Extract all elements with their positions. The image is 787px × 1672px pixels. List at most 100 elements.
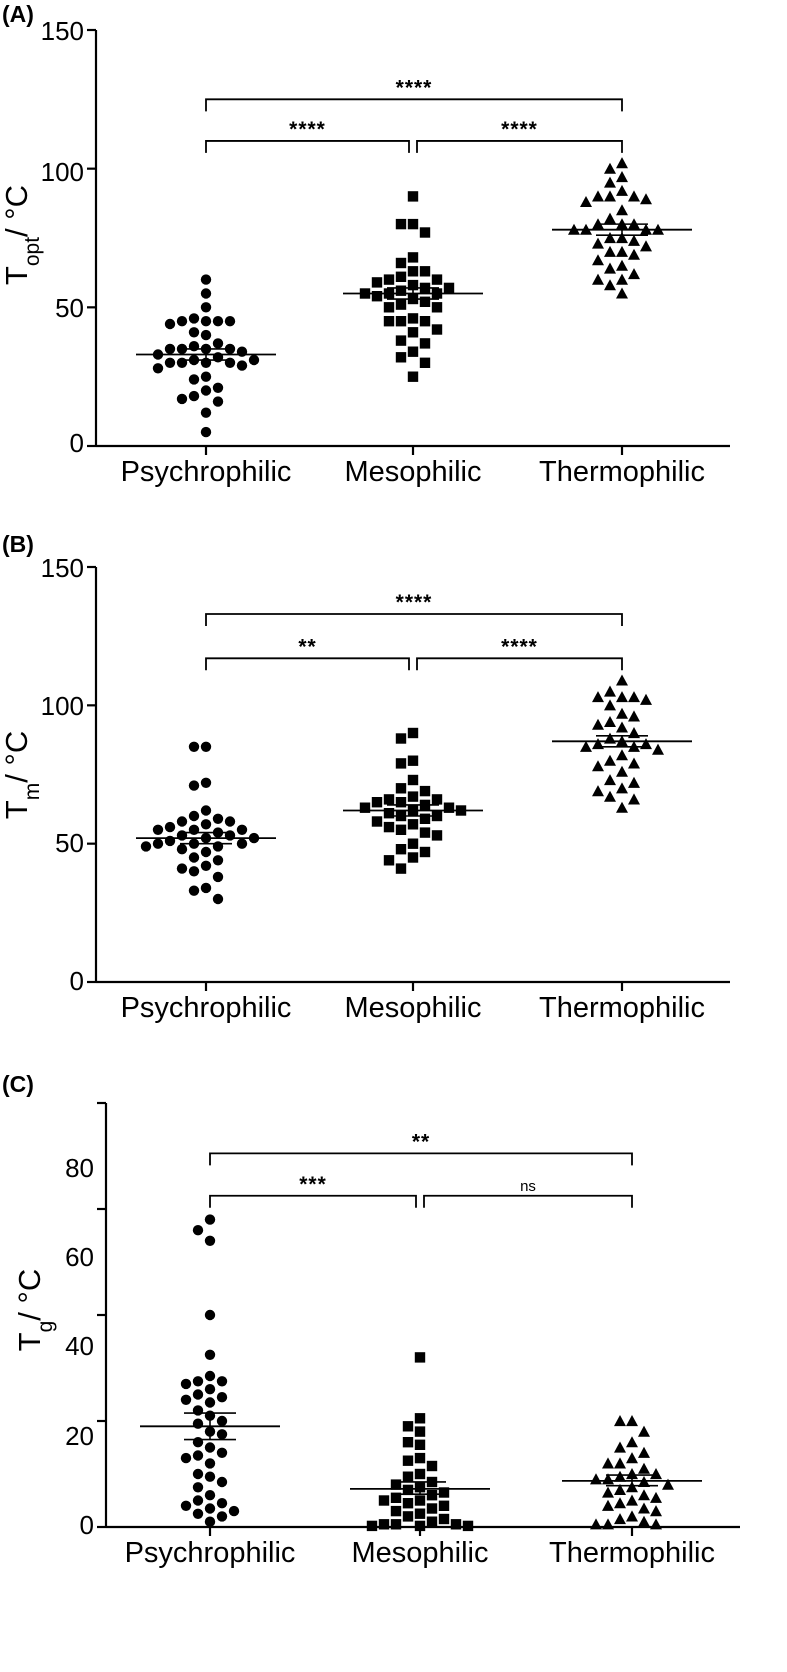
panel-c-circle-point — [216, 1498, 228, 1509]
panel-b-square-point — [395, 783, 407, 794]
panel-c-circle-point — [192, 1495, 204, 1506]
panel-a-x-category-label: Thermophilic — [539, 456, 705, 488]
panel-c-circle-point — [204, 1370, 216, 1382]
panel-b-triangle-point — [628, 757, 640, 769]
panel-a-square-point — [419, 316, 431, 327]
panel-b-x-category-label: Thermophilic — [539, 992, 705, 1024]
panel-b-triangle-point — [640, 693, 652, 705]
panel-a-circle-point — [164, 318, 176, 330]
panel-b-square-point — [419, 846, 431, 858]
panel-a-square-point — [419, 296, 431, 307]
panel-a-circle-point — [212, 338, 224, 349]
panel-a-triangle-point — [604, 212, 616, 224]
panel-a-circle-point — [188, 390, 200, 402]
panel-c-circle-point — [204, 1490, 216, 1501]
panel-c-square-point — [402, 1511, 414, 1522]
panel-c-circle-point — [216, 1476, 228, 1488]
panel-c-triangle-point — [626, 1510, 638, 1522]
panel-c-x-category-label: Thermophilic — [549, 1537, 715, 1569]
panel-a-significance-label: **** — [396, 76, 433, 99]
panel-c-square-point — [402, 1421, 414, 1432]
panel-a-triangle-point — [604, 262, 616, 274]
panel-c-significance-bracket: ns — [423, 1178, 633, 1208]
panel-c-triangle-point — [614, 1513, 626, 1525]
panel-c-square-point — [426, 1516, 438, 1527]
panel-a-square-point — [407, 218, 419, 230]
panel-c-square-point — [414, 1468, 426, 1480]
panel-c-triangle-point — [602, 1518, 614, 1530]
panel-c-circle-point — [228, 1505, 240, 1517]
panel-b-circle-point — [236, 838, 248, 849]
panel-a-triangle-point — [616, 232, 628, 244]
panel-b-square-point — [371, 816, 383, 827]
panel-b-circle-point — [224, 830, 236, 841]
panel-c-circle-point — [180, 1452, 192, 1464]
panel-c-square-point — [414, 1413, 426, 1424]
panel-b-triangle-point — [604, 716, 616, 727]
panel-b-circle-point — [200, 819, 212, 830]
panel-c-triangle-point — [638, 1425, 650, 1437]
panel-b-circle-point — [200, 805, 212, 816]
panel-c-y-tick-label: 40 — [65, 1331, 94, 1361]
panel-c-square-point — [378, 1519, 390, 1530]
panel-c-triangle-point — [638, 1462, 650, 1474]
panel-c-triangle-point — [614, 1483, 626, 1495]
panel-a-circle-point — [224, 357, 236, 368]
panel-b-square-point — [407, 791, 419, 802]
panel-c-significance-bracket: ** — [209, 1130, 633, 1166]
panel-c-triangle-point — [602, 1486, 614, 1498]
panel-c-circle-point — [192, 1482, 204, 1493]
panel-b-square-point — [371, 797, 383, 808]
panel-b-circle-point — [212, 841, 224, 852]
panel-c-square-point — [414, 1508, 426, 1519]
panel-b-y-tick-label: 100 — [41, 691, 84, 721]
panel-c-circle-point — [204, 1214, 216, 1225]
panel-b-square-point — [395, 758, 407, 769]
panel-b-triangle-point — [652, 743, 664, 755]
panel-b-triangle-point — [616, 674, 628, 686]
panel-b-circle-point — [200, 777, 212, 788]
panel-b-circle-point — [140, 841, 152, 852]
panel-a-triangle-point — [604, 279, 616, 291]
panel-a-plot-area: **** **** **** — [87, 28, 730, 455]
panel-c-triangle-point — [614, 1470, 626, 1482]
panel-a-triangle-point — [592, 254, 604, 266]
panel-c-circle-point — [204, 1458, 216, 1469]
panel-b-significance-label: **** — [501, 635, 538, 658]
panel-b-square-point — [383, 808, 395, 819]
panel-c-triangle-point — [614, 1441, 626, 1453]
panel-a-triangle-point — [640, 240, 652, 252]
panel-c-square-point — [414, 1452, 426, 1464]
panel-a-circle-point — [164, 343, 176, 355]
panel-c-plot-area: ***** ns — [97, 1101, 740, 1536]
panel-b-triangle-point — [616, 801, 628, 813]
panel-c: (C) Tg/ °C 0 20 40 60 80 Psychrophilic M… — [2, 1071, 740, 1569]
panel-b-square-point — [419, 827, 431, 838]
panel-a-square-point — [407, 346, 419, 357]
panel-a-square-point — [395, 285, 407, 296]
panel-a-triangle-point — [616, 157, 628, 169]
panel-a-square-point — [407, 252, 419, 263]
panel-b-square-point — [407, 727, 419, 739]
panel-a-square-point — [443, 282, 455, 294]
panel-a-circle-point — [188, 313, 200, 324]
panel-a-triangle-point — [628, 190, 640, 202]
panel-a-square-point — [395, 299, 407, 310]
panel-a-triangle-point — [616, 259, 628, 271]
panel-a-circle-point — [200, 316, 212, 327]
panel-a-y-tick-label: 100 — [41, 157, 84, 187]
panel-c-square-point — [390, 1479, 402, 1490]
panel-a-square-point — [395, 316, 407, 327]
panel-a-square-point — [407, 279, 419, 291]
panel-a-square-point — [395, 257, 407, 269]
panel-a-circle-point — [200, 288, 212, 299]
panel-b-circle-point — [188, 741, 200, 752]
panel-b-square-point — [407, 838, 419, 849]
panel-c-circle-point — [216, 1376, 228, 1387]
panel-b-square-point — [419, 785, 431, 797]
panel-c-significance-label: ns — [520, 1178, 536, 1195]
panel-a-triangle-point — [616, 245, 628, 257]
panel-b-triangle-point — [604, 790, 616, 802]
panel-a-triangle-point — [628, 268, 640, 280]
panel-b-square-point — [395, 824, 407, 835]
